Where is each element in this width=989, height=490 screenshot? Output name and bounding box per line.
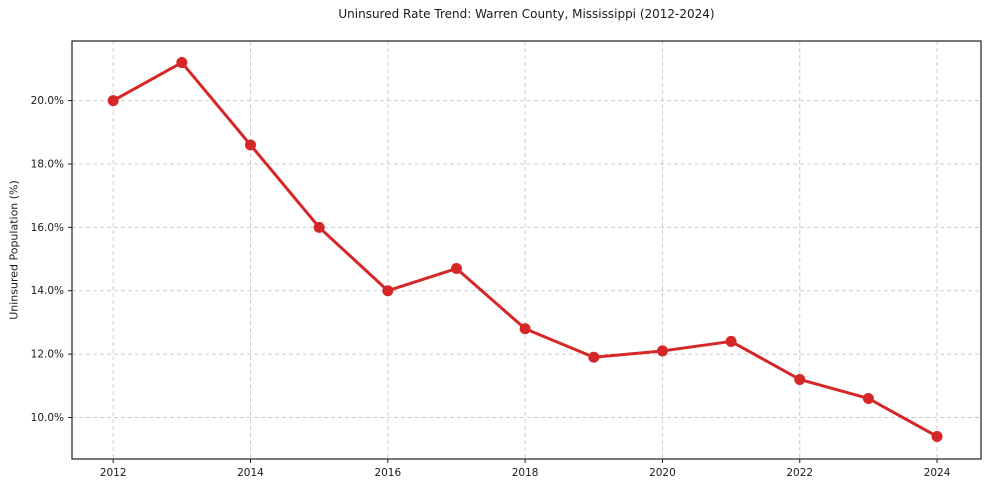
y-tick-label: 14.0% — [31, 285, 64, 297]
x-tick-label: 2012 — [100, 467, 127, 479]
data-point-marker — [656, 345, 668, 357]
data-point-marker — [588, 351, 600, 363]
chart-title: Uninsured Rate Trend: Warren County, Mis… — [338, 7, 715, 21]
y-tick-label: 16.0% — [31, 222, 64, 234]
data-point-marker — [450, 263, 462, 275]
data-point-marker — [313, 221, 325, 233]
data-point-marker — [862, 392, 874, 404]
plot-border — [71, 40, 982, 460]
y-tick-label: 10.0% — [31, 412, 64, 424]
data-point-marker — [176, 57, 188, 69]
x-tick-label: 2016 — [374, 467, 401, 479]
x-tick-label: 2020 — [649, 467, 676, 479]
data-point-marker — [382, 285, 394, 297]
data-point-marker — [245, 139, 257, 151]
y-tick-label: 20.0% — [31, 95, 64, 107]
data-point-marker — [519, 323, 531, 335]
x-tick-label: 2018 — [512, 467, 539, 479]
x-tick-label: 2014 — [237, 467, 264, 479]
data-point-marker — [931, 430, 943, 442]
y-tick-label: 12.0% — [31, 349, 64, 361]
data-point-marker — [107, 95, 119, 107]
x-tick-label: 2022 — [786, 467, 813, 479]
x-tick-label: 2024 — [924, 467, 951, 479]
data-point-marker — [725, 335, 737, 347]
data-point-marker — [794, 373, 806, 385]
y-tick-label: 18.0% — [31, 158, 64, 170]
